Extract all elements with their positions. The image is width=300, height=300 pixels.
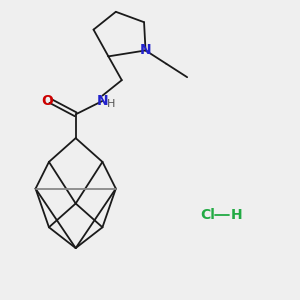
Text: H: H: [231, 208, 243, 222]
Text: N: N: [140, 44, 152, 57]
Text: O: O: [41, 94, 53, 108]
Text: Cl: Cl: [200, 208, 215, 222]
Text: N: N: [97, 94, 108, 108]
Text: H: H: [106, 99, 115, 109]
